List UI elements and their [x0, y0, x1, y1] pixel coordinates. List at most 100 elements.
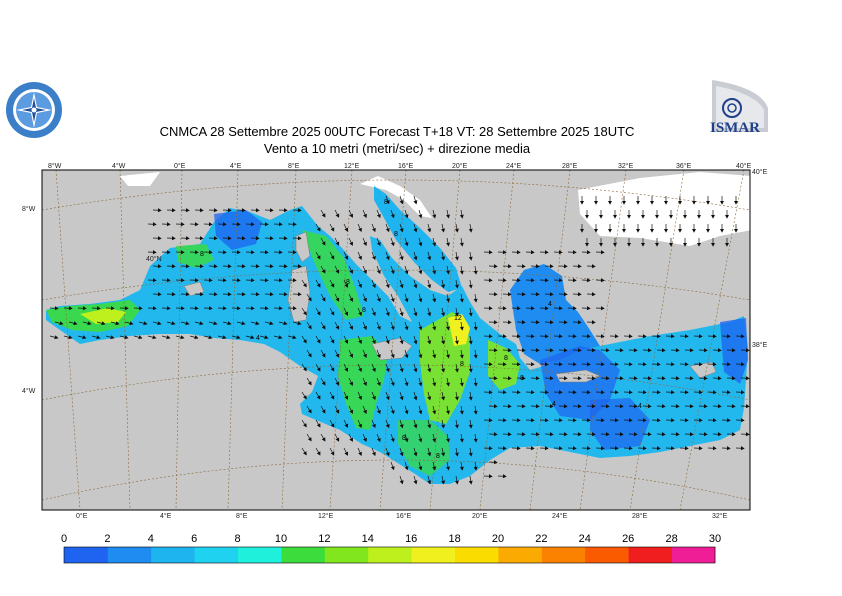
map-subtitle: Vento a 10 metri (metri/sec) + direzione…	[263, 141, 531, 156]
wind-arrow-head	[627, 243, 631, 247]
wind-arrow-head	[152, 335, 157, 340]
wind-arrow-head	[330, 367, 335, 372]
wind-arrow-head	[399, 228, 404, 233]
contour-label: 8	[384, 199, 388, 206]
wind-arrow-head	[572, 362, 577, 367]
wind-arrow-head	[372, 255, 376, 261]
wind-arrow-head	[502, 306, 507, 311]
wind-arrow-head	[493, 320, 498, 325]
wind-arrow-head	[740, 418, 745, 423]
wind-arrow-head	[344, 255, 349, 260]
wind-arrow-head	[698, 362, 703, 367]
wind-arrow-head	[683, 215, 687, 219]
wind-arrow-head	[321, 241, 326, 246]
wind-arrow-head	[726, 390, 731, 395]
left-tick: 4°W	[22, 387, 36, 395]
ismar-logo: ISMAR	[708, 78, 770, 142]
wind-arrow-head	[292, 250, 297, 255]
contour-label: 8	[362, 307, 366, 314]
wind-arrow-head	[703, 348, 708, 353]
wind-arrow-head	[303, 367, 307, 372]
wind-arrow-head	[199, 208, 204, 213]
wind-arrow-head	[303, 423, 307, 428]
wind-arrow-head	[468, 424, 473, 429]
wind-arrow-head	[726, 418, 731, 423]
wind-arrow-head	[558, 278, 563, 283]
wind-arrow-head	[678, 201, 682, 205]
wind-arrow-head	[418, 214, 423, 219]
wind-arrow-head	[641, 215, 645, 219]
wind-arrow-head	[264, 250, 269, 255]
wind-arrow-head	[432, 354, 437, 359]
wind-arrow-head	[399, 424, 404, 429]
wind-arrow-head	[619, 432, 624, 437]
wind-arrow-head	[535, 320, 540, 325]
wind-arrow-head	[101, 321, 106, 326]
wind-arrow-head	[166, 335, 171, 340]
wind-arrow-head	[363, 325, 367, 330]
wind-arrow-head	[521, 432, 526, 437]
wind-arrow-head	[372, 311, 376, 317]
top-tick: 36°E	[676, 162, 692, 170]
wind-arrow-head	[684, 446, 689, 451]
wind-arrow-head	[418, 326, 423, 331]
wind-arrow-head	[619, 404, 624, 409]
wind-arrow-head	[473, 270, 478, 275]
wind-arrow-head	[563, 348, 568, 353]
wind-patch-darkblue	[590, 398, 650, 450]
wind-arrow-head	[413, 480, 418, 485]
wind-arrow-head	[180, 335, 185, 340]
wind-arrow-head	[363, 213, 367, 218]
colorbar-label: 10	[274, 533, 288, 545]
wind-arrow-head	[642, 446, 647, 451]
wind-arrow-head	[563, 432, 568, 437]
wind-arrow-head	[675, 348, 680, 353]
wind-arrow-head	[535, 264, 540, 269]
wind-arrow-head	[316, 227, 321, 232]
wind-arrow-head	[344, 423, 349, 428]
wind-arrow-head	[502, 334, 507, 339]
wind-arrow-head	[349, 437, 353, 442]
wind-arrow-head	[432, 270, 437, 275]
wind-arrow-head	[399, 452, 404, 457]
wind-arrow-head	[427, 480, 432, 485]
wind-arrow-head	[385, 283, 390, 289]
wind-arrow-head	[698, 390, 703, 395]
wind-arrow-head	[446, 410, 451, 415]
wind-arrow-head	[549, 264, 554, 269]
wind-arrow-head	[516, 362, 521, 367]
wind-arrow-head	[250, 306, 255, 311]
wind-arrow-head	[599, 215, 603, 219]
colorbar-segment	[107, 547, 152, 563]
graticule	[42, 170, 750, 510]
wind-arrow-head	[726, 362, 731, 367]
wind-arrow-head	[706, 201, 710, 205]
wind-arrow-head	[292, 278, 297, 283]
wind-arrow-head	[404, 242, 409, 247]
wind-arrow-head	[96, 335, 101, 340]
wind-arrow-head	[427, 256, 432, 261]
wind-arrow-head	[655, 215, 659, 219]
wind-arrow-head	[712, 418, 717, 423]
wind-arrow-head	[516, 390, 521, 395]
wind-arrow-head	[605, 432, 610, 437]
wind-arrow-head	[600, 390, 605, 395]
wind-arrow-head	[330, 339, 335, 344]
wind-arrow-head	[521, 264, 526, 269]
colorbar-segment	[281, 547, 325, 563]
wind-arrow-head	[446, 466, 451, 471]
wind-arrow-head	[413, 200, 418, 205]
wind-arrow-head	[558, 446, 563, 451]
wind-arrow-head	[321, 353, 326, 358]
wind-arrow-head	[717, 376, 722, 381]
wind-arrow-head	[303, 395, 307, 400]
wind-arrow-head	[385, 423, 390, 429]
wind-arrow-head	[591, 376, 596, 381]
wind-arrow-head	[493, 404, 498, 409]
wind-arrow-head	[459, 326, 464, 331]
wind-arrow-head	[717, 404, 722, 409]
wind-arrow-head	[502, 446, 507, 451]
colorbar-label: 28	[665, 533, 678, 545]
wind-arrow-head	[633, 432, 638, 437]
